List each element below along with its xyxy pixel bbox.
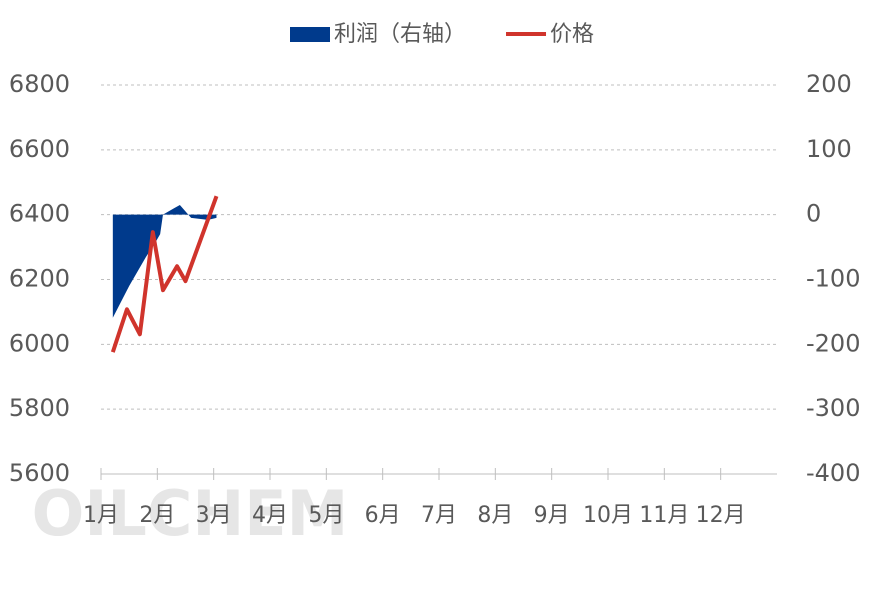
y2-tick-label: -300 [806, 394, 860, 422]
x-tick-label: 7月 [421, 503, 457, 528]
x-tick-label: 12月 [696, 503, 746, 528]
x-tick-label: 2月 [139, 503, 175, 528]
legend-label: 价格 [550, 22, 594, 47]
legend-label: 利润（右轴） [334, 22, 466, 47]
watermark: OILCHEM [32, 477, 349, 550]
x-tick-label: 1月 [83, 503, 119, 528]
y-tick-label: 5600 [9, 459, 70, 487]
x-tick-label: 11月 [639, 503, 689, 528]
y-tick-label: 6800 [9, 70, 70, 98]
x-tick-label: 6月 [365, 503, 401, 528]
y2-tick-label: 100 [806, 135, 852, 163]
y2-tick-label: 200 [806, 70, 852, 98]
x-tick-label: 9月 [534, 503, 570, 528]
legend-swatch [290, 27, 330, 42]
x-tick-label: 10月 [583, 503, 633, 528]
y-tick-label: 5800 [9, 394, 70, 422]
x-tick-label: 4月 [252, 503, 288, 528]
area [112, 204, 217, 318]
y2-tick-label: 0 [806, 200, 821, 228]
x-tick-label: 3月 [196, 503, 232, 528]
y2-tick-label: -100 [806, 265, 860, 293]
y-tick-label: 6200 [9, 265, 70, 293]
y-tick-label: 6600 [9, 135, 70, 163]
x-tick-label: 5月 [308, 503, 344, 528]
y2-tick-label: -400 [806, 459, 860, 487]
y-tick-label: 6400 [9, 200, 70, 228]
x-tick-label: 8月 [477, 503, 513, 528]
y-tick-label: 6000 [9, 329, 70, 357]
y2-tick-label: -200 [806, 329, 860, 357]
line [110, 195, 219, 353]
